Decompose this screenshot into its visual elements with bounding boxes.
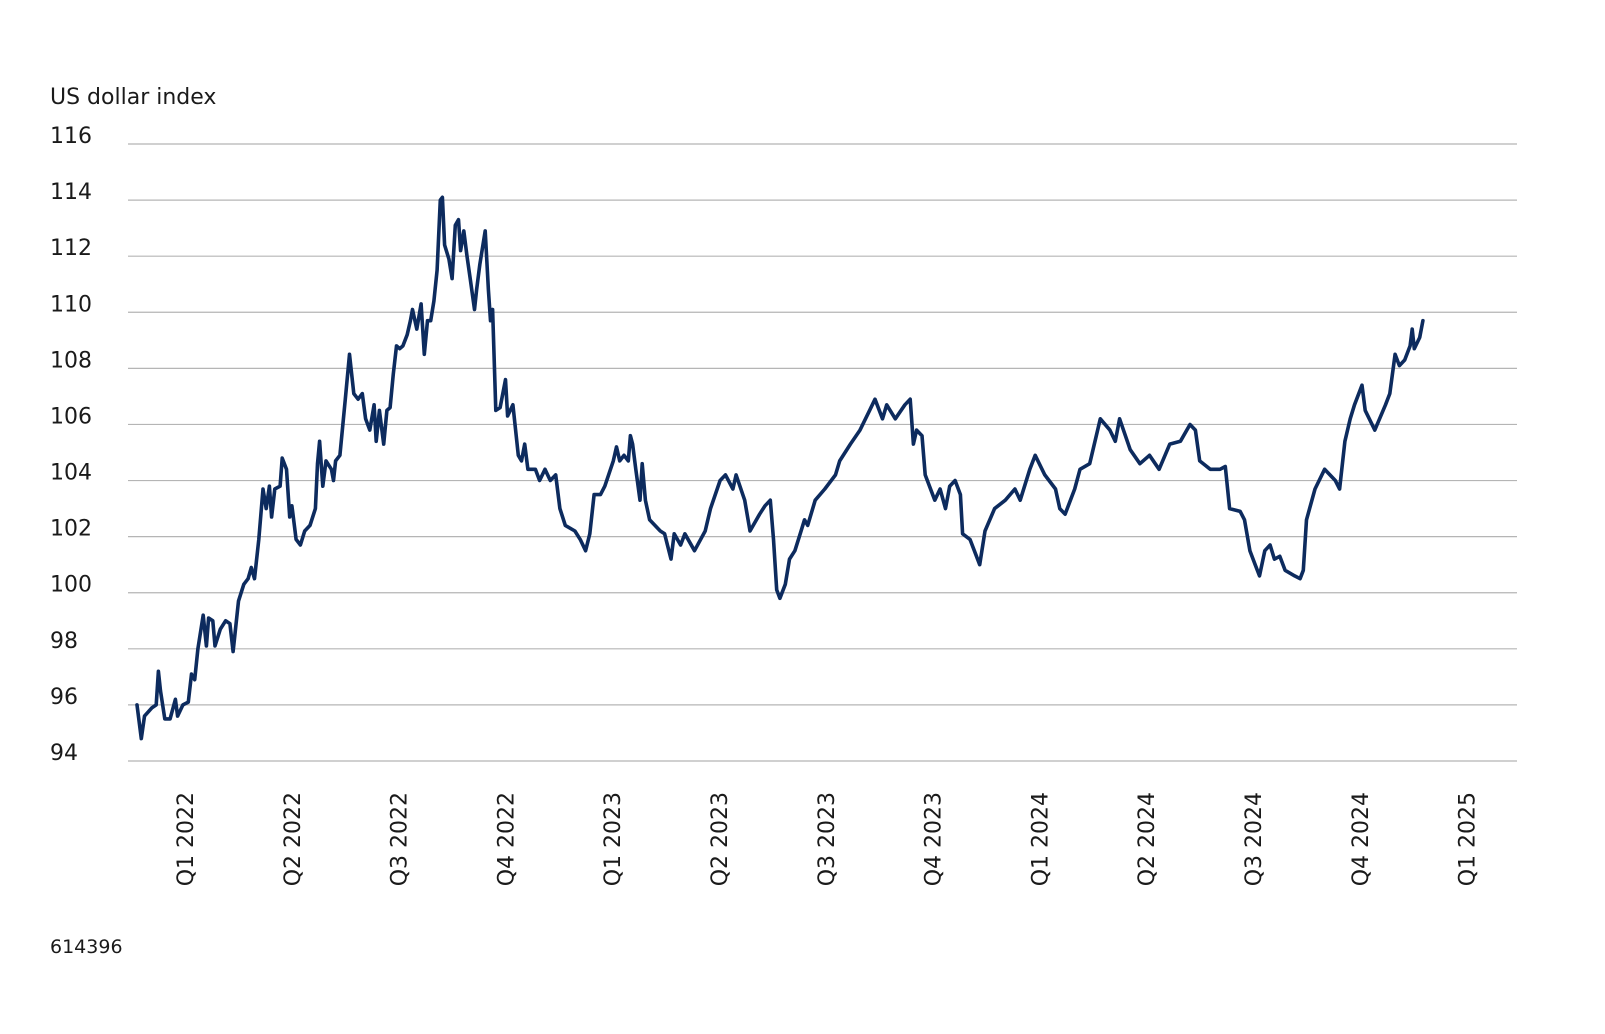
y-tick-label: 102 xyxy=(50,517,92,542)
x-tick-label: Q3 2024 xyxy=(1242,792,1267,886)
y-tick-label: 110 xyxy=(50,292,92,317)
x-tick-label: Q2 2022 xyxy=(281,792,306,886)
x-tick-label: Q3 2023 xyxy=(815,792,840,886)
x-tick-labels: Q1 2022 Q2 2022 Q3 2022 Q4 2022 Q1 2023 Q2 20… xyxy=(174,792,1481,886)
x-tick-label: Q4 2022 xyxy=(494,792,519,886)
series-layer xyxy=(135,195,1425,741)
x-tick-label: Q1 2024 xyxy=(1028,792,1053,886)
x-tick-label: Q4 2024 xyxy=(1349,792,1374,886)
y-tick-label: 104 xyxy=(50,461,92,486)
x-tick-label: Q2 2023 xyxy=(708,792,733,886)
y-tick-label: 114 xyxy=(50,180,92,205)
x-tick-label: Q1 2025 xyxy=(1456,792,1481,886)
y-tick-label: 100 xyxy=(50,573,92,598)
y-tick-label: 112 xyxy=(50,236,92,261)
x-tick-label: Q2 2024 xyxy=(1135,792,1160,886)
y-tick-label: 96 xyxy=(50,685,78,710)
y-tick-labels: 94 96 98 100 102 104 106 108 110 112 114 116 xyxy=(50,124,92,766)
chart-id-footer: 614396 xyxy=(50,936,123,958)
x-tick-label: Q3 2022 xyxy=(388,792,413,886)
x-tick-label: Q1 2023 xyxy=(601,792,626,886)
x-tick-label: Q4 2023 xyxy=(922,792,947,886)
y-tick-label: 108 xyxy=(50,348,92,373)
y-tick-label: 98 xyxy=(50,629,78,654)
x-tick-label: Q1 2022 xyxy=(174,792,199,886)
series-line-us-dollar-index xyxy=(135,195,1425,741)
y-tick-label: 94 xyxy=(50,741,78,766)
y-tick-label: 106 xyxy=(50,404,92,429)
gridlines xyxy=(128,143,1517,762)
y-axis-title: US dollar index xyxy=(50,85,216,110)
y-tick-label: 116 xyxy=(50,124,92,149)
